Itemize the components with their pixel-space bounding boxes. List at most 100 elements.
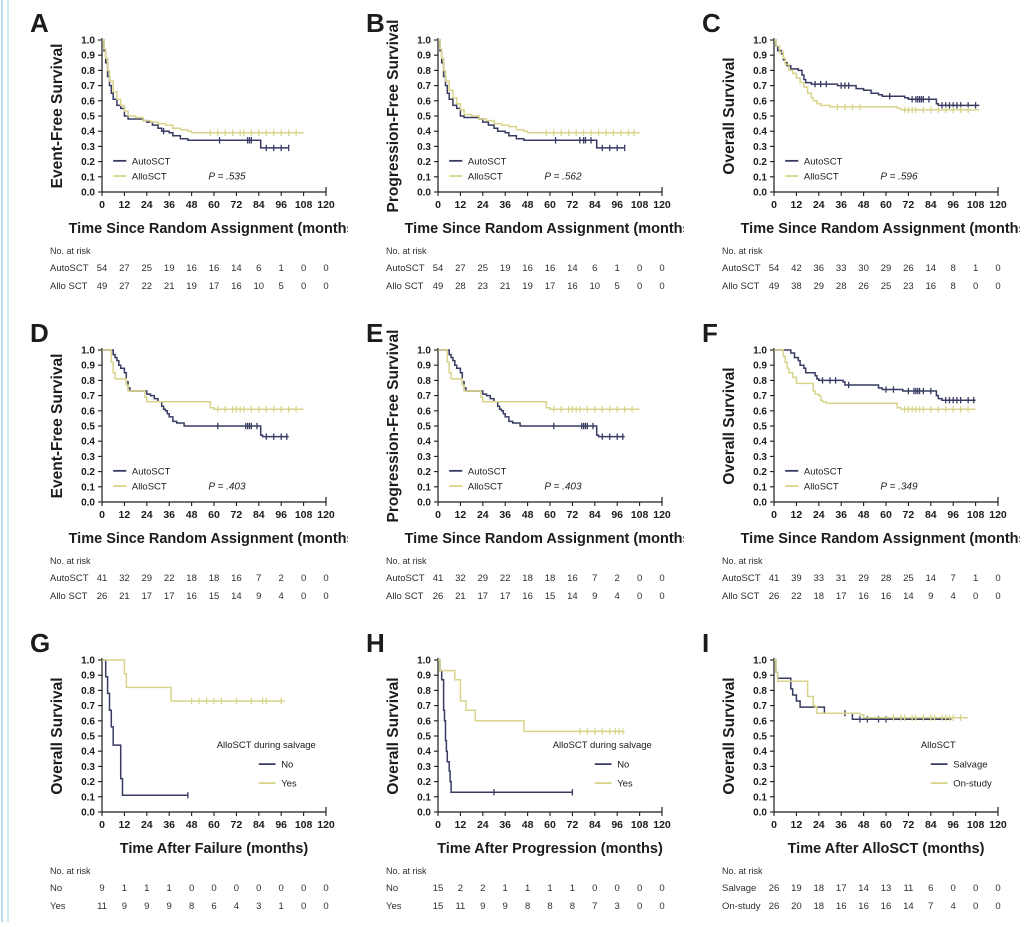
y-tick-label: 0.9 [81, 671, 95, 682]
x-tick-label: 60 [880, 199, 892, 211]
legend-label: Salvage [953, 760, 987, 771]
x-tick-label: 120 [989, 819, 1007, 831]
at-risk-value: 36 [814, 263, 825, 274]
x-tick-label: 84 [589, 509, 601, 521]
x-tick-label: 12 [455, 509, 467, 521]
y-tick-label: 0.1 [417, 172, 431, 183]
legend-label: On-study [953, 779, 992, 790]
at-risk-row-name: AutoSCT [50, 263, 89, 274]
at-risk-value: 16 [186, 263, 197, 274]
p-value: P = .535 [208, 172, 246, 183]
km-curve-autosct [438, 349, 625, 438]
at-risk-value: 17 [500, 591, 511, 602]
x-tick-label: 72 [567, 199, 579, 211]
at-risk-value: 54 [769, 263, 780, 274]
y-tick-label: 0.7 [753, 391, 767, 402]
at-risk-value: 14 [567, 591, 578, 602]
at-risk-value: 23 [478, 281, 489, 292]
y-tick-label: 0.9 [417, 51, 431, 62]
at-risk-value: 7 [951, 573, 956, 584]
x-tick-label: 36 [499, 509, 511, 521]
y-tick-label: 0.4 [81, 127, 95, 138]
y-tick-label: 0.7 [81, 391, 95, 402]
p-value: P = .596 [880, 172, 918, 183]
km-chart-g: G Overall Survival 1.0 0.9 0.8 0.7 0.6 0.5 0.4 0.… [30, 628, 335, 912]
x-tick-label: 0 [435, 509, 441, 521]
at-risk-value: 18 [209, 573, 220, 584]
x-tick-label: 24 [477, 199, 489, 211]
x-tick-label: 48 [522, 199, 534, 211]
at-risk-value: 20 [791, 901, 802, 912]
at-risk-value: 9 [144, 901, 149, 912]
x-tick-label: 60 [544, 509, 556, 521]
at-risk-value: 42 [791, 263, 802, 274]
x-tick-label: 96 [611, 199, 623, 211]
y-tick-label: 0.6 [81, 96, 95, 107]
y-tick-label: 0.5 [417, 112, 431, 123]
y-tick-label: 0.2 [81, 157, 95, 168]
legend-title: AlloSCT [921, 740, 956, 751]
at-risk-value: 15 [545, 591, 556, 602]
x-tick-label: 60 [544, 199, 556, 211]
at-risk-value: 9 [928, 591, 933, 602]
at-risk-value: 6 [256, 263, 261, 274]
at-risk-value: 16 [858, 901, 869, 912]
x-tick-label: 96 [947, 819, 959, 831]
at-risk-value: 33 [814, 573, 825, 584]
x-tick-label: 12 [791, 509, 803, 521]
x-tick-label: 96 [611, 509, 623, 521]
at-risk-value: 1 [167, 883, 172, 894]
x-tick-label: 108 [967, 819, 985, 831]
at-risk-value: 18 [814, 883, 825, 894]
at-risk-value: 1 [279, 263, 284, 274]
at-risk-value: 0 [995, 263, 1000, 274]
y-tick-label: 0.2 [417, 467, 431, 478]
km-curve-on-study [774, 659, 969, 719]
at-risk-value: 29 [858, 573, 869, 584]
panel-e: E Progression-Free Survival 1.0 0.9 0.8 0.7 0.… [348, 310, 696, 620]
at-risk-value: 16 [858, 591, 869, 602]
y-tick-label: 0.2 [753, 467, 767, 478]
x-tick-label: 12 [455, 199, 467, 211]
at-risk-value: 7 [592, 901, 597, 912]
y-tick-label: 0.1 [417, 482, 431, 493]
x-tick-label: 12 [119, 509, 131, 521]
legend-label: AlloSCT [468, 482, 503, 493]
at-risk-value: 14 [231, 591, 242, 602]
at-risk-row-name: AutoSCT [50, 573, 89, 584]
x-tick-label: 12 [455, 819, 467, 831]
y-tick-label: 0.8 [417, 686, 431, 697]
at-risk-value: 4 [234, 901, 239, 912]
at-risk-value: 17 [164, 591, 175, 602]
x-axis-title: Time After AlloSCT (months) [788, 841, 985, 857]
at-risk-value: 0 [301, 573, 306, 584]
at-risk-value: 4 [951, 591, 956, 602]
at-risk-value: 14 [926, 573, 937, 584]
km-curve-allosct [102, 349, 304, 411]
at-risk-value: 16 [522, 591, 533, 602]
at-risk-value: 1 [525, 883, 530, 894]
y-tick-label: 0.2 [417, 777, 431, 788]
panel-g: G Overall Survival 1.0 0.9 0.8 0.7 0.6 0.5 0.4 0.… [12, 620, 348, 922]
y-tick-label: 0.9 [417, 671, 431, 682]
x-axis-title: Time Since Random Assignment (months) [405, 531, 684, 547]
at-risk-row-name: Salvage [722, 883, 756, 894]
x-tick-label: 120 [989, 509, 1007, 521]
at-risk-header: No. at risk [722, 866, 763, 876]
page-edge-decoration [0, 0, 11, 922]
at-risk-value: 17 [836, 883, 847, 894]
x-tick-label: 72 [231, 509, 243, 521]
y-tick-label: 0.4 [81, 747, 95, 758]
x-tick-label: 12 [791, 199, 803, 211]
at-risk-value: 8 [547, 901, 552, 912]
at-risk-value: 18 [522, 573, 533, 584]
panel-c: C Overall Survival 1.0 0.9 0.8 0.7 0.6 0.5 0.4 0.… [684, 0, 1024, 310]
x-tick-label: 0 [771, 199, 777, 211]
at-risk-value: 25 [142, 263, 153, 274]
at-risk-value: 8 [525, 901, 530, 912]
at-risk-value: 0 [323, 281, 328, 292]
at-risk-value: 16 [209, 263, 220, 274]
at-risk-value: 26 [858, 281, 869, 292]
legend-label: AlloSCT [132, 482, 167, 493]
at-risk-value: 9 [503, 901, 508, 912]
